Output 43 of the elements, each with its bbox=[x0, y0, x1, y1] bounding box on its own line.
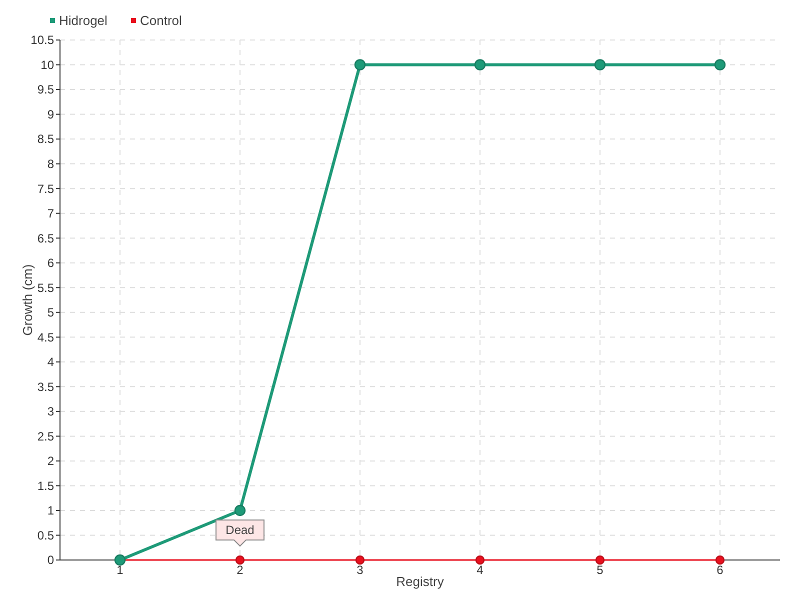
y-tick-label: 4.5 bbox=[37, 330, 54, 344]
y-tick-label: 7 bbox=[47, 206, 54, 221]
y-tick-label: 10 bbox=[40, 58, 54, 72]
y-tick-label: 0.5 bbox=[37, 528, 54, 542]
point bbox=[354, 59, 366, 70]
y-tick-label: 1 bbox=[47, 504, 54, 518]
legend-label: Hidrogel bbox=[59, 13, 108, 28]
point bbox=[475, 555, 485, 565]
x-axis-title: Registry bbox=[396, 574, 444, 589]
y-tick-label: 4 bbox=[47, 355, 54, 370]
y-tick-label: 0 bbox=[47, 553, 54, 568]
point bbox=[355, 555, 365, 565]
y-tick-label: 7.5 bbox=[37, 182, 54, 196]
point bbox=[714, 59, 726, 70]
point bbox=[234, 504, 246, 516]
y-tick-label: 2.5 bbox=[37, 429, 54, 444]
x-tick-label: 4 bbox=[476, 563, 484, 577]
y-axis-title: Growth (cm) bbox=[20, 264, 35, 336]
y-tick-label: 5 bbox=[47, 306, 54, 320]
y-tick-label: 6.5 bbox=[37, 231, 54, 246]
y-tick-label: 10.5 bbox=[30, 33, 54, 48]
y-tick-label: 8 bbox=[47, 157, 54, 172]
y-tick-label: 2 bbox=[47, 454, 54, 468]
x-tick-label: 2 bbox=[236, 563, 244, 577]
y-tick-label: 3 bbox=[47, 404, 54, 419]
y-tick-label: 3.5 bbox=[37, 380, 54, 394]
y-tick-label: 8.5 bbox=[37, 132, 54, 146]
y-tick-label: 9 bbox=[47, 107, 54, 122]
legend-label: Control bbox=[140, 13, 182, 28]
point bbox=[235, 555, 245, 565]
x-tick-label: 1 bbox=[116, 563, 124, 577]
y-tick-label: 6 bbox=[47, 256, 54, 270]
x-tick-label: 3 bbox=[356, 563, 364, 577]
point bbox=[595, 555, 605, 565]
x-tick-label: 5 bbox=[596, 563, 604, 577]
y-tick-label: 5.5 bbox=[37, 280, 54, 295]
x-tick-label: 6 bbox=[716, 563, 724, 577]
point bbox=[715, 555, 725, 565]
y-tick-label: 9.5 bbox=[37, 82, 54, 97]
y-tick-label: 1.5 bbox=[37, 478, 54, 493]
point bbox=[594, 59, 606, 70]
point bbox=[474, 59, 486, 70]
annotation: Dead bbox=[226, 523, 254, 537]
